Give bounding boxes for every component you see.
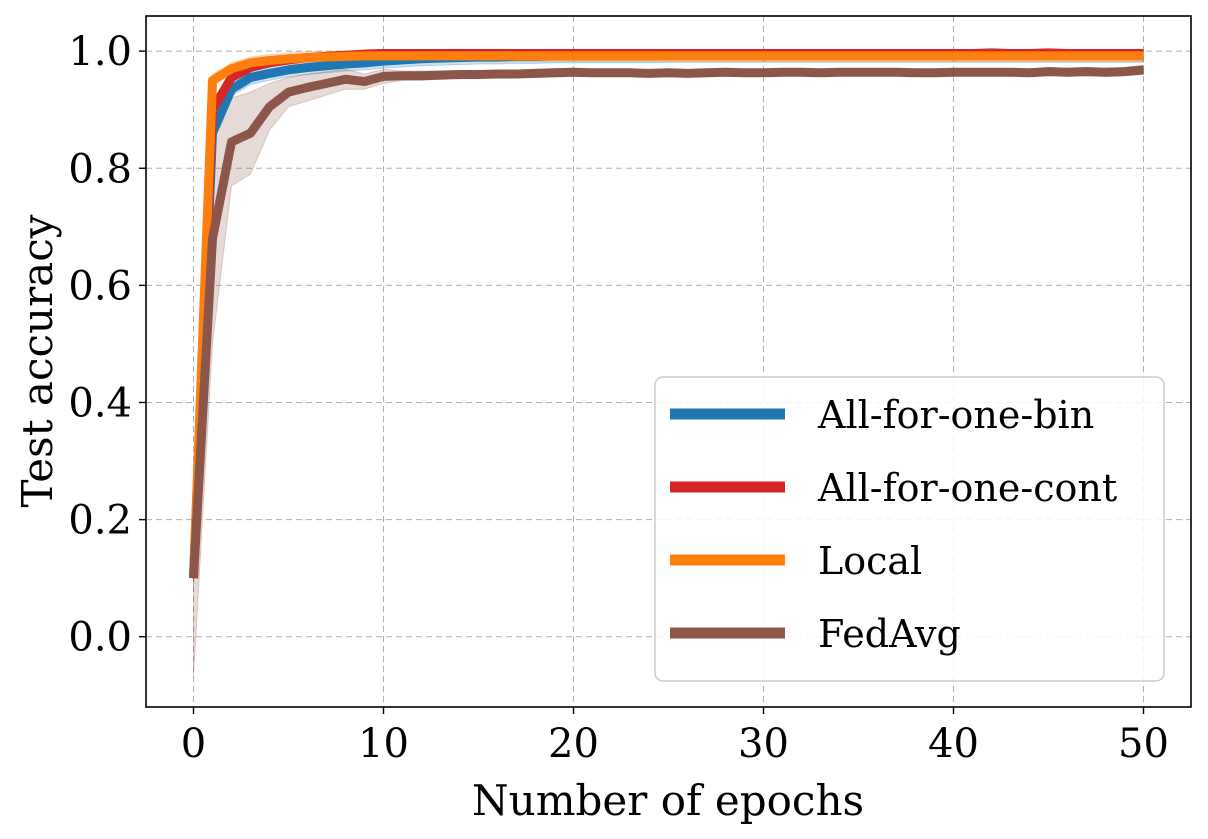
legend-label: Local [818, 539, 922, 583]
x-tick-label: 50 [1118, 721, 1169, 767]
x-tick-label: 10 [358, 721, 409, 767]
y-tick-label: 0.8 [68, 146, 132, 192]
legend-label: All-for-one-cont [817, 466, 1117, 510]
series-line-fedavg [189, 65, 1144, 579]
series-line-local [189, 51, 1144, 579]
x-tick-label: 40 [928, 721, 979, 767]
x-tick-label: 20 [548, 721, 599, 767]
y-tick-label: 0.6 [68, 263, 132, 309]
y-tick-label: 0.0 [68, 615, 132, 661]
grid [146, 16, 1191, 707]
x-tick-label: 30 [738, 721, 789, 767]
y-axis-ticks: 0.0 0.2 0.4 0.6 0.8 1.0 [68, 29, 146, 661]
y-tick-label: 0.2 [68, 498, 132, 544]
legend: All-for-one-bin All-for-one-cont Local FedA… [654, 376, 1165, 682]
y-tick-label: 0.4 [68, 380, 132, 426]
y-axis-label: Test accuracy [13, 214, 62, 507]
x-axis-ticks: 0 10 20 30 40 50 [181, 707, 1169, 767]
legend-box [654, 376, 1165, 682]
x-tick-label: 0 [181, 721, 206, 767]
x-axis-label: Number of epochs [472, 776, 864, 825]
plot-frame [145, 15, 1192, 708]
series-lines [189, 48, 1144, 579]
legend-label: FedAvg [818, 612, 961, 656]
y-tick-label: 1.0 [68, 29, 132, 75]
legend-label: All-for-one-bin [817, 393, 1094, 437]
